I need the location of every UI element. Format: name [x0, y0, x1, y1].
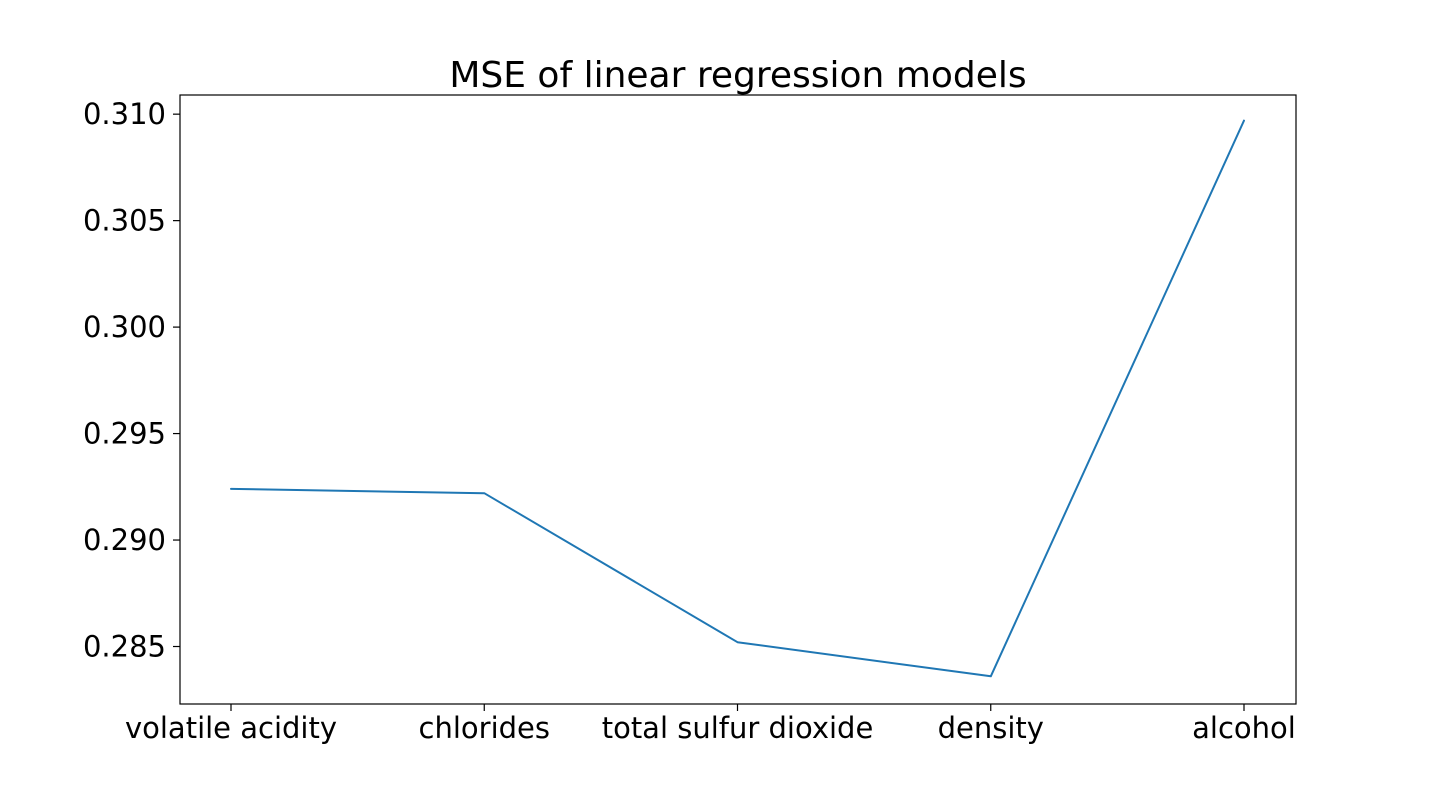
x-tick-label: total sulfur dioxide	[602, 711, 874, 745]
series-line	[230, 119, 1245, 678]
y-tick-label: 0.285	[83, 630, 166, 664]
y-tick-label: 0.300	[83, 310, 166, 344]
x-tick-label: volatile acidity	[125, 711, 337, 745]
axes-frame	[179, 94, 1297, 705]
y-tick-label: 0.290	[83, 523, 166, 557]
y-tick-label: 0.295	[83, 417, 166, 451]
x-tick-label: density	[938, 711, 1044, 745]
plot-area	[179, 94, 1297, 705]
x-tick-label: alcohol	[1192, 711, 1296, 745]
y-axis: 0.285 0.290 0.295 0.300 0.305 0.310	[83, 97, 180, 664]
x-axis: volatile acidity chlorides total sulfur di…	[125, 704, 1296, 745]
y-tick-label: 0.305	[83, 204, 166, 238]
y-tick-label: 0.310	[83, 97, 166, 131]
x-tick-label: chlorides	[419, 711, 550, 745]
chart-title: MSE of linear regression models	[449, 55, 1026, 96]
